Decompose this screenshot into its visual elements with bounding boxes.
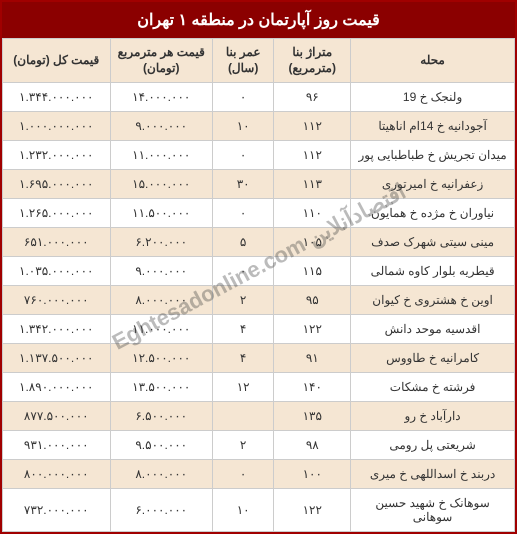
cell-total: ۸۷۷.۵۰۰.۰۰۰: [3, 402, 111, 431]
cell-price-m2: ۹.۰۰۰.۰۰۰: [110, 257, 212, 286]
table-row: زعفرانیه خ امیرتوری۱۱۳۳۰۱۵.۰۰۰.۰۰۰۱.۶۹۵.…: [3, 170, 515, 199]
cell-area: ۱۱۰: [274, 199, 351, 228]
cell-total: ۱.۰۰۰.۰۰۰.۰۰۰: [3, 112, 111, 141]
cell-neighborhood: قیطریه بلوار کاوه شمالی: [351, 257, 515, 286]
table-row: قیطریه بلوار کاوه شمالی۱۱۵۰۹.۰۰۰.۰۰۰۱.۰۳…: [3, 257, 515, 286]
cell-area: ۱۱۲: [274, 112, 351, 141]
cell-area: ۱۱۵: [274, 257, 351, 286]
cell-age: ۰: [212, 199, 273, 228]
cell-neighborhood: اقدسیه موحد دانش: [351, 315, 515, 344]
cell-age: ۲: [212, 286, 273, 315]
cell-age: ۱۰: [212, 489, 273, 532]
cell-area: ۱۰۵: [274, 228, 351, 257]
cell-price-m2: ۱۳.۵۰۰.۰۰۰: [110, 373, 212, 402]
cell-age: ۲: [212, 431, 273, 460]
cell-age: ۰: [212, 141, 273, 170]
cell-age: ۳۰: [212, 170, 273, 199]
cell-area: ۱۴۰: [274, 373, 351, 402]
cell-total: ۱.۰۳۵.۰۰۰.۰۰۰: [3, 257, 111, 286]
cell-neighborhood: میدان تجریش خ طباطبایی پور: [351, 141, 515, 170]
table-row: سوهانک خ شهید حسین سوهانی۱۲۲۱۰۶.۰۰۰.۰۰۰۷…: [3, 489, 515, 532]
cell-area: ۱۰۰: [274, 460, 351, 489]
cell-price-m2: ۸.۰۰۰.۰۰۰: [110, 460, 212, 489]
cell-age: ۱۲: [212, 373, 273, 402]
cell-area: ۹۵: [274, 286, 351, 315]
col-header-total: قیمت کل (تومان): [3, 39, 111, 83]
cell-total: ۱.۳۴۲.۰۰۰.۰۰۰: [3, 315, 111, 344]
cell-neighborhood: کامرانیه خ طاووس: [351, 344, 515, 373]
cell-total: ۱.۱۳۷.۵۰۰.۰۰۰: [3, 344, 111, 373]
cell-age: ۵: [212, 228, 273, 257]
cell-age: ۴: [212, 315, 273, 344]
table-row: ولنجک خ 19۹۶۰۱۴.۰۰۰.۰۰۰۱.۳۴۴.۰۰۰.۰۰۰: [3, 83, 515, 112]
table-title: قیمت روز آپارتمان در منطقه ۱ تهران: [2, 2, 515, 38]
table-row: آجودانیه خ 14ام اناهیتا۱۱۲۱۰۹.۰۰۰.۰۰۰۱.۰…: [3, 112, 515, 141]
cell-age: ۱۰: [212, 112, 273, 141]
cell-neighborhood: فرشته خ مشکات: [351, 373, 515, 402]
col-header-price-m2: قیمت هر مترمربع (تومان): [110, 39, 212, 83]
cell-price-m2: ۱۵.۰۰۰.۰۰۰: [110, 170, 212, 199]
cell-neighborhood: ولنجک خ 19: [351, 83, 515, 112]
cell-total: ۱.۳۴۴.۰۰۰.۰۰۰: [3, 83, 111, 112]
cell-neighborhood: نیاوران خ مژده خ همایون: [351, 199, 515, 228]
cell-price-m2: ۱۱.۰۰۰.۰۰۰: [110, 315, 212, 344]
table-row: مینی سیتی شهرک صدف۱۰۵۵۶.۲۰۰.۰۰۰۶۵۱.۰۰۰.۰…: [3, 228, 515, 257]
cell-total: ۱.۶۹۵.۰۰۰.۰۰۰: [3, 170, 111, 199]
cell-age: ۰: [212, 83, 273, 112]
cell-neighborhood: سوهانک خ شهید حسین سوهانی: [351, 489, 515, 532]
cell-area: ۹۶: [274, 83, 351, 112]
table-row: دارآباد خ رو۱۳۵ ۶.۵۰۰.۰۰۰۸۷۷.۵۰۰.۰۰۰: [3, 402, 515, 431]
cell-age: [212, 402, 273, 431]
price-table: محله متراژ بنا (مترمربع) عمر بنا (سال) ق…: [2, 38, 515, 532]
col-header-area: متراژ بنا (مترمربع): [274, 39, 351, 83]
cell-price-m2: ۶.۲۰۰.۰۰۰: [110, 228, 212, 257]
header-row: محله متراژ بنا (مترمربع) عمر بنا (سال) ق…: [3, 39, 515, 83]
table-row: کامرانیه خ طاووس۹۱۴۱۲.۵۰۰.۰۰۰۱.۱۳۷.۵۰۰.۰…: [3, 344, 515, 373]
table-row: اقدسیه موحد دانش۱۲۲۴۱۱.۰۰۰.۰۰۰۱.۳۴۲.۰۰۰.…: [3, 315, 515, 344]
cell-area: ۱۲۲: [274, 315, 351, 344]
cell-age: ۰: [212, 257, 273, 286]
table-row: میدان تجریش خ طباطبایی پور۱۱۲۰۱۱.۰۰۰.۰۰۰…: [3, 141, 515, 170]
cell-area: ۱۲۲: [274, 489, 351, 532]
price-table-container: قیمت روز آپارتمان در منطقه ۱ تهران محله …: [0, 0, 517, 534]
cell-price-m2: ۹.۵۰۰.۰۰۰: [110, 431, 212, 460]
cell-total: ۱.۸۹۰.۰۰۰.۰۰۰: [3, 373, 111, 402]
cell-price-m2: ۹.۰۰۰.۰۰۰: [110, 112, 212, 141]
cell-age: ۴: [212, 344, 273, 373]
cell-price-m2: ۶.۵۰۰.۰۰۰: [110, 402, 212, 431]
cell-price-m2: ۱۲.۵۰۰.۰۰۰: [110, 344, 212, 373]
col-header-neighborhood: محله: [351, 39, 515, 83]
cell-total: ۸۰۰.۰۰۰.۰۰۰: [3, 460, 111, 489]
cell-price-m2: ۱۱.۰۰۰.۰۰۰: [110, 141, 212, 170]
cell-price-m2: ۱۴.۰۰۰.۰۰۰: [110, 83, 212, 112]
cell-total: ۱.۲۳۲.۰۰۰.۰۰۰: [3, 141, 111, 170]
cell-total: ۶۵۱.۰۰۰.۰۰۰: [3, 228, 111, 257]
table-row: نیاوران خ مژده خ همایون۱۱۰۰۱۱.۵۰۰.۰۰۰۱.۲…: [3, 199, 515, 228]
table-row: اوین خ هشتروی خ کیوان۹۵۲۸.۰۰۰.۰۰۰۷۶۰.۰۰۰…: [3, 286, 515, 315]
cell-neighborhood: دربند خ اسداللهی خ میری: [351, 460, 515, 489]
cell-total: ۱.۲۶۵.۰۰۰.۰۰۰: [3, 199, 111, 228]
cell-neighborhood: اوین خ هشتروی خ کیوان: [351, 286, 515, 315]
table-row: دربند خ اسداللهی خ میری۱۰۰۰۸.۰۰۰.۰۰۰۸۰۰.…: [3, 460, 515, 489]
cell-total: ۷۶۰.۰۰۰.۰۰۰: [3, 286, 111, 315]
cell-price-m2: ۶.۰۰۰.۰۰۰: [110, 489, 212, 532]
cell-neighborhood: آجودانیه خ 14ام اناهیتا: [351, 112, 515, 141]
cell-area: ۱۳۵: [274, 402, 351, 431]
cell-neighborhood: دارآباد خ رو: [351, 402, 515, 431]
cell-area: ۱۱۳: [274, 170, 351, 199]
table-row: شریعتی پل رومی۹۸۲۹.۵۰۰.۰۰۰۹۳۱.۰۰۰.۰۰۰: [3, 431, 515, 460]
cell-area: ۹۸: [274, 431, 351, 460]
cell-price-m2: ۱۱.۵۰۰.۰۰۰: [110, 199, 212, 228]
cell-area: ۹۱: [274, 344, 351, 373]
cell-price-m2: ۸.۰۰۰.۰۰۰: [110, 286, 212, 315]
table-row: فرشته خ مشکات۱۴۰۱۲۱۳.۵۰۰.۰۰۰۱.۸۹۰.۰۰۰.۰۰…: [3, 373, 515, 402]
cell-total: ۷۳۲.۰۰۰.۰۰۰: [3, 489, 111, 532]
cell-age: ۰: [212, 460, 273, 489]
cell-neighborhood: زعفرانیه خ امیرتوری: [351, 170, 515, 199]
cell-neighborhood: مینی سیتی شهرک صدف: [351, 228, 515, 257]
cell-area: ۱۱۲: [274, 141, 351, 170]
cell-total: ۹۳۱.۰۰۰.۰۰۰: [3, 431, 111, 460]
cell-neighborhood: شریعتی پل رومی: [351, 431, 515, 460]
col-header-age: عمر بنا (سال): [212, 39, 273, 83]
